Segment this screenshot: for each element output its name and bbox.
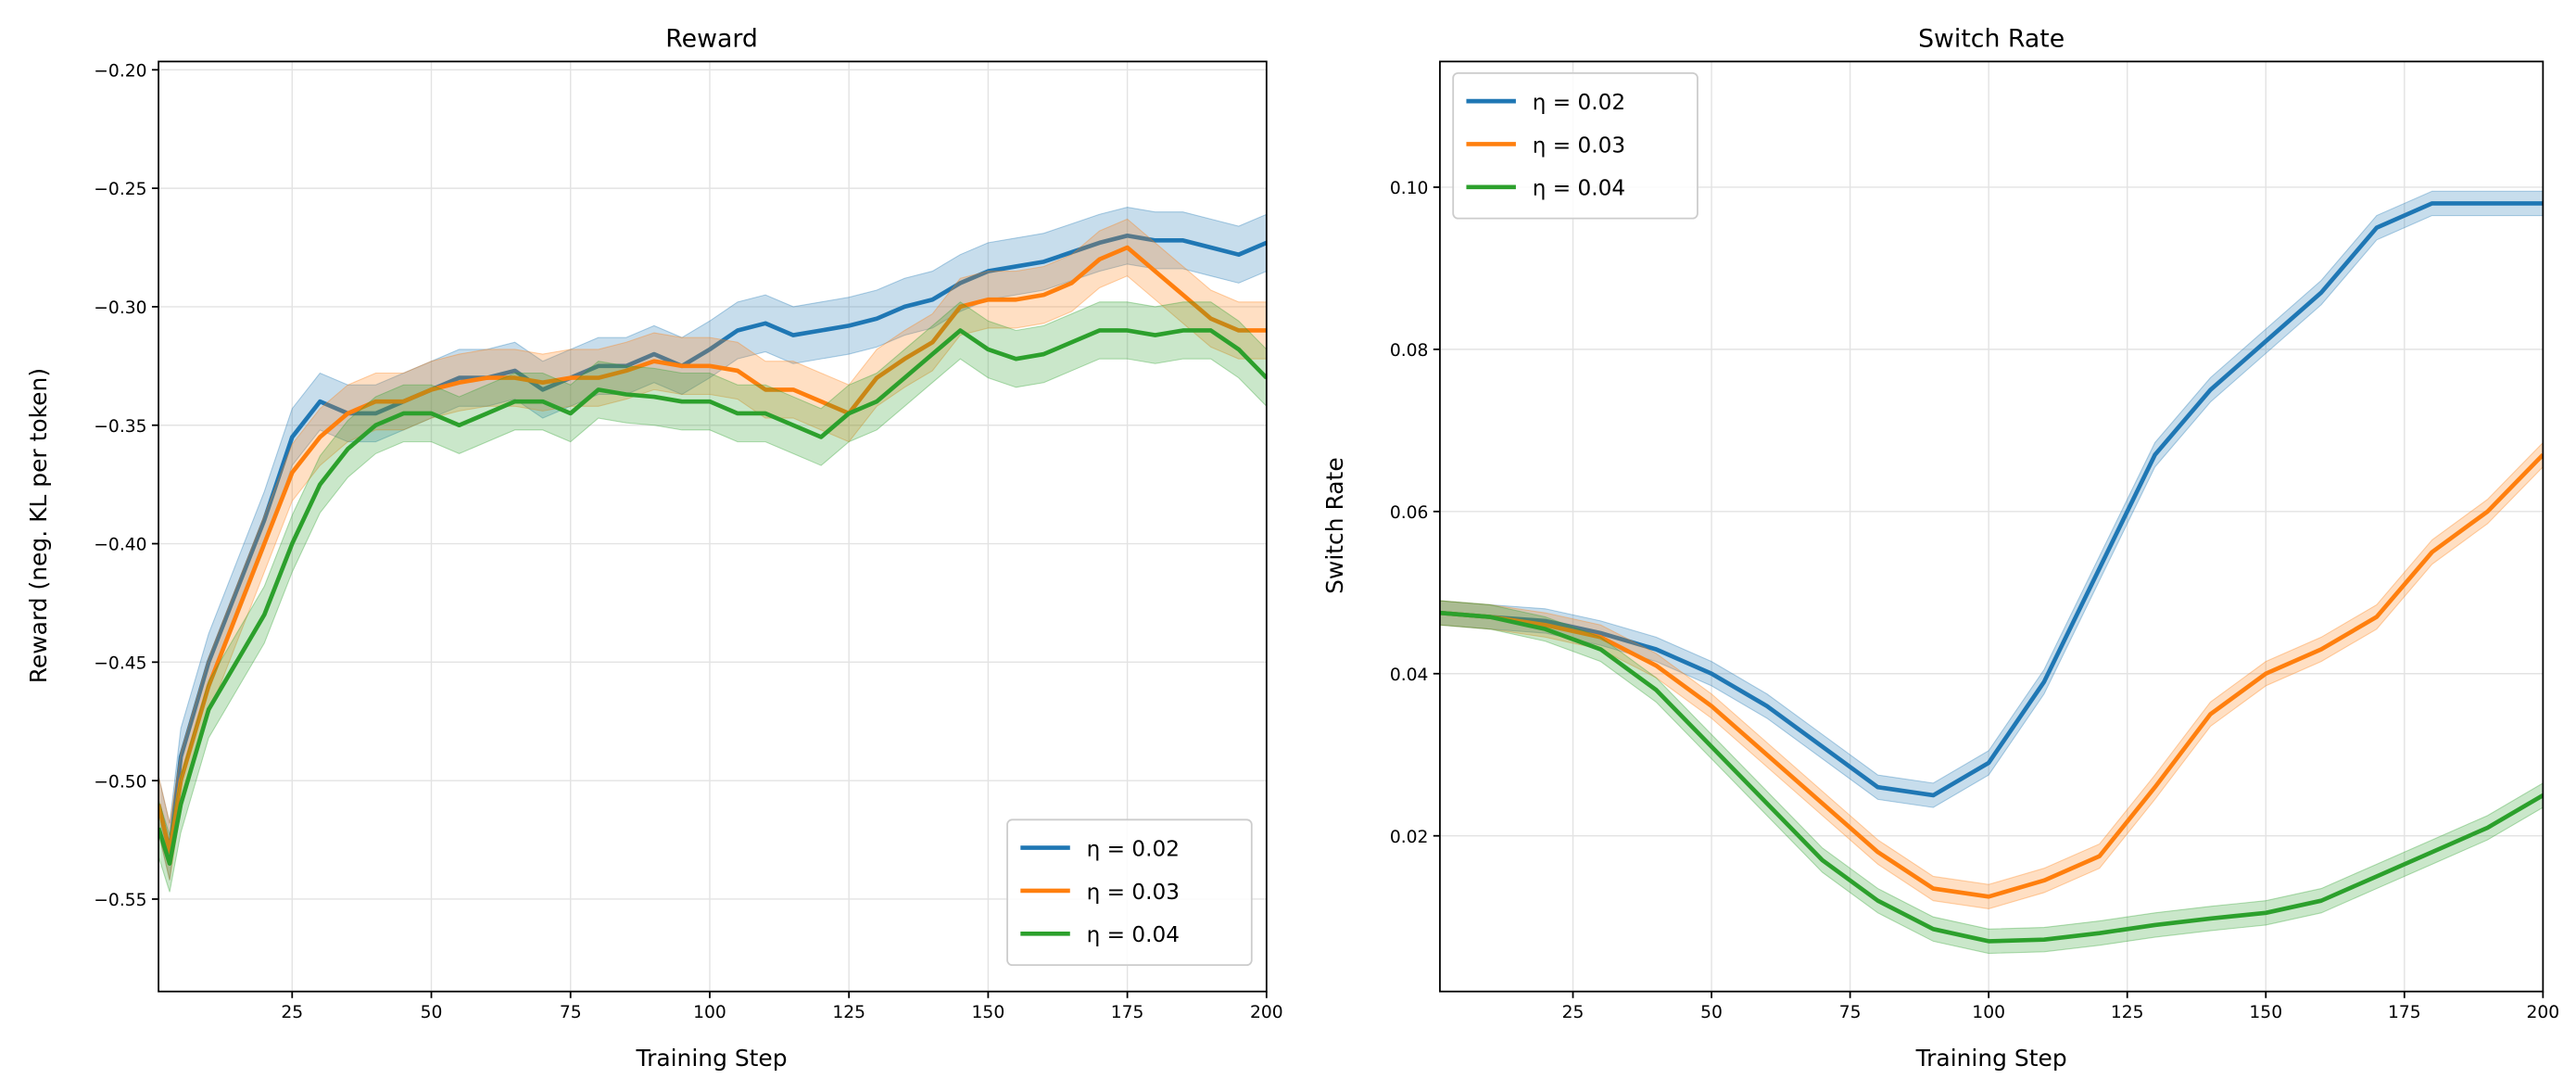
- x-tick-label: 125: [2111, 1003, 2144, 1022]
- series-band-0: [1439, 190, 2544, 808]
- reward-panel: Reward Training Step Reward (neg. KL per…: [25, 24, 1283, 1072]
- legend-label: η = 0.03: [1533, 133, 1625, 158]
- switch-rate-panel: Switch Rate Training Step Switch Rate 25…: [1321, 24, 2559, 1072]
- legend-label: η = 0.02: [1087, 838, 1180, 862]
- series-line-2: [158, 328, 1267, 866]
- y-tick-label: −0.40: [94, 536, 146, 555]
- x-tick-label: 75: [560, 1003, 582, 1022]
- x-tick-label: 150: [2249, 1003, 2282, 1022]
- x-tick-label: 25: [281, 1003, 303, 1022]
- x-tick-label: 25: [1562, 1003, 1585, 1022]
- y-tick-label: −0.50: [94, 772, 146, 792]
- series-line-0: [1439, 201, 2544, 798]
- x-tick-label: 200: [2527, 1003, 2560, 1022]
- series-band-0: [158, 207, 1267, 881]
- x-tick-label: 125: [832, 1003, 865, 1022]
- legend-label: η = 0.04: [1533, 177, 1625, 201]
- y-tick-label: 0.06: [1390, 503, 1429, 523]
- legend-label: η = 0.02: [1533, 91, 1625, 115]
- series-band-2: [158, 301, 1267, 893]
- x-tick-label: 100: [693, 1003, 726, 1022]
- y-tick-label: −0.25: [94, 180, 146, 199]
- switch-rate-title: Switch Rate: [1918, 24, 2065, 53]
- legend-box: [1006, 818, 1253, 967]
- series-band-1: [1439, 441, 2544, 909]
- switch-rate-ylabel: Switch Rate: [1321, 457, 1348, 594]
- legend-label: η = 0.03: [1087, 881, 1180, 905]
- x-tick-label: 50: [1700, 1003, 1723, 1022]
- y-tick-label: −0.20: [94, 61, 146, 81]
- legend-box: [1452, 71, 1698, 220]
- x-tick-label: 175: [2388, 1003, 2421, 1022]
- y-tick-label: −0.45: [94, 653, 146, 673]
- series-band-2: [1439, 600, 2544, 955]
- x-tick-label: 100: [1972, 1003, 2005, 1022]
- series-band-1: [158, 218, 1267, 881]
- x-tick-label: 150: [972, 1003, 1005, 1022]
- y-tick-label: −0.35: [94, 417, 146, 437]
- y-tick-label: −0.55: [94, 891, 146, 910]
- reward-xlabel: Training Step: [636, 1045, 788, 1072]
- x-tick-label: 50: [421, 1003, 443, 1022]
- series-line-1: [158, 245, 1267, 855]
- y-tick-label: 0.02: [1390, 828, 1429, 847]
- x-tick-label: 75: [1839, 1003, 1862, 1022]
- y-tick-label: 0.08: [1390, 341, 1429, 361]
- axes-frame: [1439, 60, 2544, 993]
- axes-frame: [158, 60, 1268, 993]
- series-line-0: [158, 233, 1267, 855]
- y-tick-label: 0.10: [1390, 179, 1429, 198]
- y-tick-label: 0.04: [1390, 666, 1429, 685]
- reward-ylabel: Reward (neg. KL per token): [25, 368, 52, 683]
- legend-label: η = 0.04: [1087, 923, 1180, 947]
- series-line-1: [1439, 452, 2544, 899]
- switch-rate-xlabel: Training Step: [1915, 1045, 2067, 1072]
- x-tick-label: 200: [1250, 1003, 1283, 1022]
- reward-title: Reward: [665, 24, 758, 53]
- y-tick-label: −0.30: [94, 298, 146, 318]
- x-tick-label: 175: [1111, 1003, 1144, 1022]
